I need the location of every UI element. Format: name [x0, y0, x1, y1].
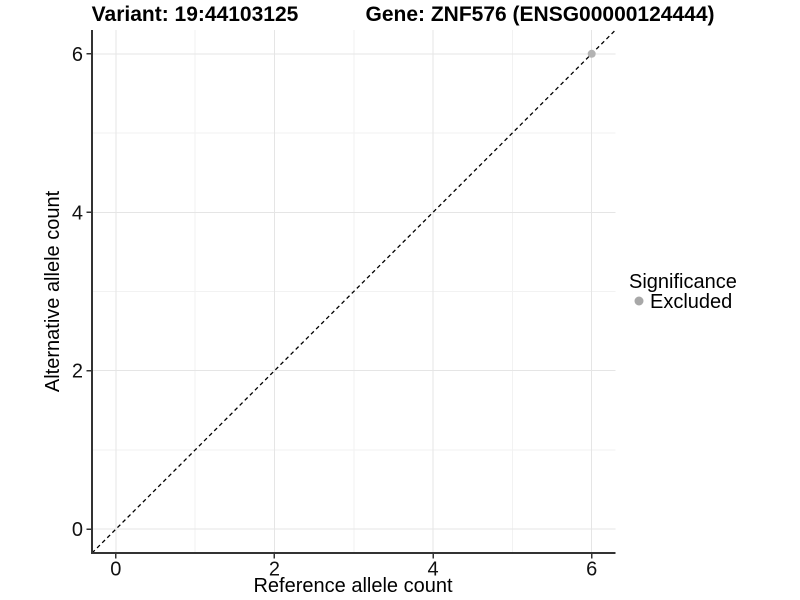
- x-axis-tick-marks: [115, 553, 593, 559]
- x-axis-tick-labels: 0 2 4 6: [110, 559, 597, 581]
- data-point: [587, 49, 596, 58]
- y-tick-label: 2: [72, 361, 83, 383]
- y-axis-title: Alternative allele count: [42, 190, 64, 392]
- gene-title: Gene: ZNF576 (ENSG00000124444): [365, 3, 714, 26]
- legend-title: Significance: [629, 271, 737, 293]
- x-tick-label: 0: [110, 559, 121, 581]
- x-tick-label: 6: [586, 559, 597, 581]
- identity-dashed-line: [91, 29, 616, 554]
- data-points: [587, 49, 596, 58]
- y-axis-tick-labels: 0 2 4 6: [72, 44, 83, 541]
- legend-key-dot-icon: [634, 296, 644, 306]
- x-tick-label: 2: [269, 559, 280, 581]
- x-tick-label: 4: [428, 559, 439, 581]
- legend: Significance Excluded: [629, 271, 737, 313]
- legend-entry-label: Excluded: [650, 291, 732, 313]
- x-axis-title: Reference allele count: [253, 575, 452, 597]
- axis-lines: [91, 30, 616, 554]
- variant-title: Variant: 19:44103125: [92, 3, 299, 26]
- y-tick-label: 4: [72, 202, 83, 224]
- y-axis-tick-marks: [86, 53, 92, 530]
- grid-major-lines: [92, 30, 616, 553]
- y-tick-label: 0: [72, 519, 83, 541]
- y-tick-label: 6: [72, 44, 83, 66]
